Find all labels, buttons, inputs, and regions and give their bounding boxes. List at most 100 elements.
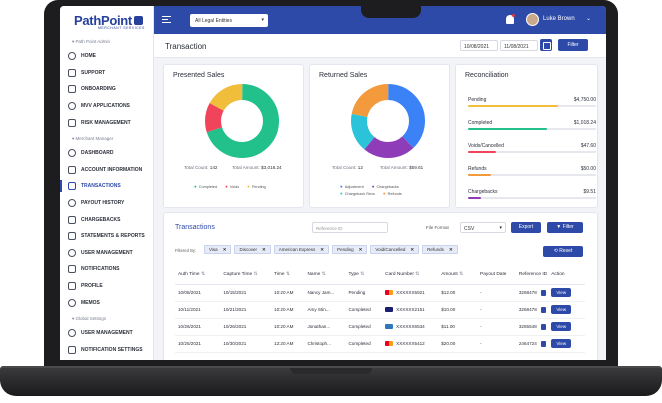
- sidebar-item-home[interactable]: HOME: [60, 48, 153, 65]
- user-name[interactable]: Luke Brown: [543, 16, 575, 22]
- cell-capture: 10/21/2021: [220, 301, 272, 319]
- sort-icon[interactable]: ⇅: [320, 271, 326, 277]
- sidebar-item-risk-management[interactable]: RISK MANAGEMENT: [60, 114, 153, 131]
- filter-chip[interactable]: Void/Cancelled ✕: [370, 245, 420, 254]
- avatar[interactable]: [526, 13, 539, 26]
- chevron-down-icon[interactable]: ⌄: [586, 16, 592, 22]
- cell-time: 12:20 AM: [271, 335, 305, 353]
- column-header-auth-time[interactable]: Auth Time ⇅: [175, 265, 221, 285]
- sidebar-item-profile[interactable]: PROFILE: [60, 278, 153, 295]
- sort-icon[interactable]: ⇅: [199, 271, 205, 277]
- bell-icon: [68, 265, 76, 274]
- date-to-input[interactable]: 11/08/2021: [500, 40, 538, 51]
- reference-id-input[interactable]: Reference ID: [312, 222, 388, 233]
- cell-name: Jonathan...: [304, 318, 346, 336]
- table-row: 10/26/2021 10/26/2021 10:20 AM Jonathan... C…: [175, 318, 585, 336]
- sidebar-item-notifications[interactable]: NOTIFICATIONS: [60, 261, 153, 278]
- legal-entity-select[interactable]: All Legal Entities: [190, 14, 268, 27]
- filter-chip[interactable]: Discover ✕: [234, 245, 271, 254]
- table-header-row: Auth Time ⇅ Capture Time ⇅ Time ⇅ Name ⇅ Typ…: [175, 265, 585, 285]
- copy-icon[interactable]: [540, 306, 546, 313]
- cell-ref: 3265548: [515, 318, 549, 336]
- view-button[interactable]: View: [551, 322, 572, 331]
- filter-chip[interactable]: Pending ✕: [332, 245, 368, 254]
- sidebar-item-notification-settings[interactable]: NOTIFICATION SETTINGS: [60, 342, 153, 359]
- sidebar-item-mvv-applications[interactable]: MVV APPLICATIONS: [60, 98, 153, 115]
- sort-icon[interactable]: ⇅: [457, 271, 464, 277]
- cell-amount: $12.00: [438, 284, 478, 302]
- column-header-payout-date[interactable]: Payout Date: [477, 265, 516, 285]
- sidebar-item-user-management[interactable]: USER MANAGEMENT: [60, 325, 153, 342]
- table-row: 10/25/2021 10/30/2021 12:20 AM Christoph...…: [175, 335, 585, 353]
- close-icon[interactable]: ✕: [222, 247, 227, 252]
- sidebar-item-statements-reports[interactable]: STATEMENTS & REPORTS: [60, 228, 153, 245]
- presented-slice-voids: [205, 84, 279, 158]
- sort-icon[interactable]: ⇅: [358, 271, 365, 277]
- column-header-type[interactable]: Type ⇅: [345, 265, 383, 285]
- cell-action: View: [548, 301, 585, 319]
- view-button[interactable]: View: [551, 288, 572, 297]
- file-format-select[interactable]: CSV: [460, 222, 506, 233]
- reconciliation-label: Pending: [468, 97, 487, 103]
- cell-payout: -: [477, 335, 516, 353]
- export-button[interactable]: Export: [511, 222, 541, 233]
- sidebar-item-payout-history[interactable]: PAYOUT HISTORY: [60, 195, 153, 212]
- reset-button[interactable]: ⟲ Reset: [543, 246, 583, 257]
- sort-icon[interactable]: ⇅: [252, 271, 258, 277]
- sidebar-item-memos[interactable]: MEMOS: [60, 294, 153, 311]
- date-from-input[interactable]: 10/08/2021: [460, 40, 498, 51]
- close-icon[interactable]: ✕: [261, 247, 266, 252]
- cell-ref: 2464724: [515, 335, 549, 353]
- copy-icon[interactable]: [540, 340, 546, 347]
- headset-icon: [68, 68, 76, 77]
- copy-icon[interactable]: [540, 289, 546, 296]
- presented-sales-legend: Completed Voids Pending: [194, 184, 266, 189]
- sidebar-item-chargebacks[interactable]: CHARGEBACKS: [60, 211, 153, 228]
- sort-icon[interactable]: ⇅: [413, 271, 420, 277]
- view-button[interactable]: View: [551, 339, 572, 348]
- sidebar-item-onboarding[interactable]: ONBOARDING: [60, 81, 153, 98]
- column-header-capture-time[interactable]: Capture Time ⇅: [220, 265, 272, 285]
- sidebar-item-label: NOTIFICATIONS: [81, 266, 120, 273]
- close-icon[interactable]: ✕: [358, 247, 363, 252]
- sidebar-item-transactions[interactable]: TRANSACTIONS: [60, 178, 153, 195]
- sidebar-item-support[interactable]: SUPPORT: [60, 65, 153, 82]
- returned-sales-card: Returned Sales Total Count: 12 Total Amo…: [309, 64, 450, 208]
- sidebar-item-user-management[interactable]: USER MANAGEMENT: [60, 245, 153, 262]
- sort-icon[interactable]: ⇅: [284, 271, 290, 277]
- cell-type: Pending: [345, 284, 383, 302]
- close-icon[interactable]: ✕: [320, 247, 325, 252]
- column-header-action[interactable]: Action: [548, 265, 585, 285]
- reconciliation-label: Completed: [468, 120, 493, 126]
- logo[interactable]: PathPoint MERCHANT SERVICES: [60, 6, 153, 34]
- column-header-name[interactable]: Name ⇅: [304, 265, 346, 285]
- cell-capture: 10/26/2021: [220, 318, 272, 336]
- column-header-amount[interactable]: Amount ⇅: [438, 265, 478, 285]
- filter-chip[interactable]: Visa ✕: [204, 245, 232, 254]
- column-header-time[interactable]: Time ⇅: [271, 265, 305, 285]
- calendar-icon[interactable]: [540, 39, 552, 51]
- filter-chip[interactable]: American Express ✕: [273, 245, 330, 254]
- table-body: 10/08/2021 10/15/2021 10:20 AM Nancy Jam...…: [175, 284, 585, 353]
- cell-amount: $10.00: [438, 301, 478, 319]
- sidebar-section-label: Path Point Admin: [60, 34, 153, 48]
- sidebar-item-dashboard[interactable]: DASHBOARD: [60, 145, 153, 162]
- hamburger-menu-icon[interactable]: [162, 16, 171, 23]
- transactions-filter-button[interactable]: ▼ Filter: [547, 222, 583, 233]
- notification-bell-icon[interactable]: [506, 15, 514, 24]
- mastercard-card-icon: [385, 290, 394, 296]
- column-header-card-number[interactable]: Card Number ⇅: [382, 265, 439, 285]
- close-icon[interactable]: ✕: [448, 247, 453, 252]
- shield-icon: [68, 118, 76, 127]
- copy-icon[interactable]: [540, 323, 546, 330]
- cell-payout: -: [477, 284, 516, 302]
- column-header-reference-id[interactable]: Reference ID: [515, 265, 549, 285]
- filter-chip[interactable]: Refunds ✕: [422, 245, 458, 254]
- close-icon[interactable]: ✕: [410, 247, 415, 252]
- sidebar-item-account-information[interactable]: ACCOUNT INFORMATION: [60, 162, 153, 179]
- reconciliation-bar-fill: [468, 151, 497, 153]
- header-filter-button[interactable]: Filter: [558, 39, 588, 51]
- reconciliation-bar: [468, 174, 596, 176]
- cell-time: 10:20 AM: [271, 318, 305, 336]
- view-button[interactable]: View: [551, 305, 572, 314]
